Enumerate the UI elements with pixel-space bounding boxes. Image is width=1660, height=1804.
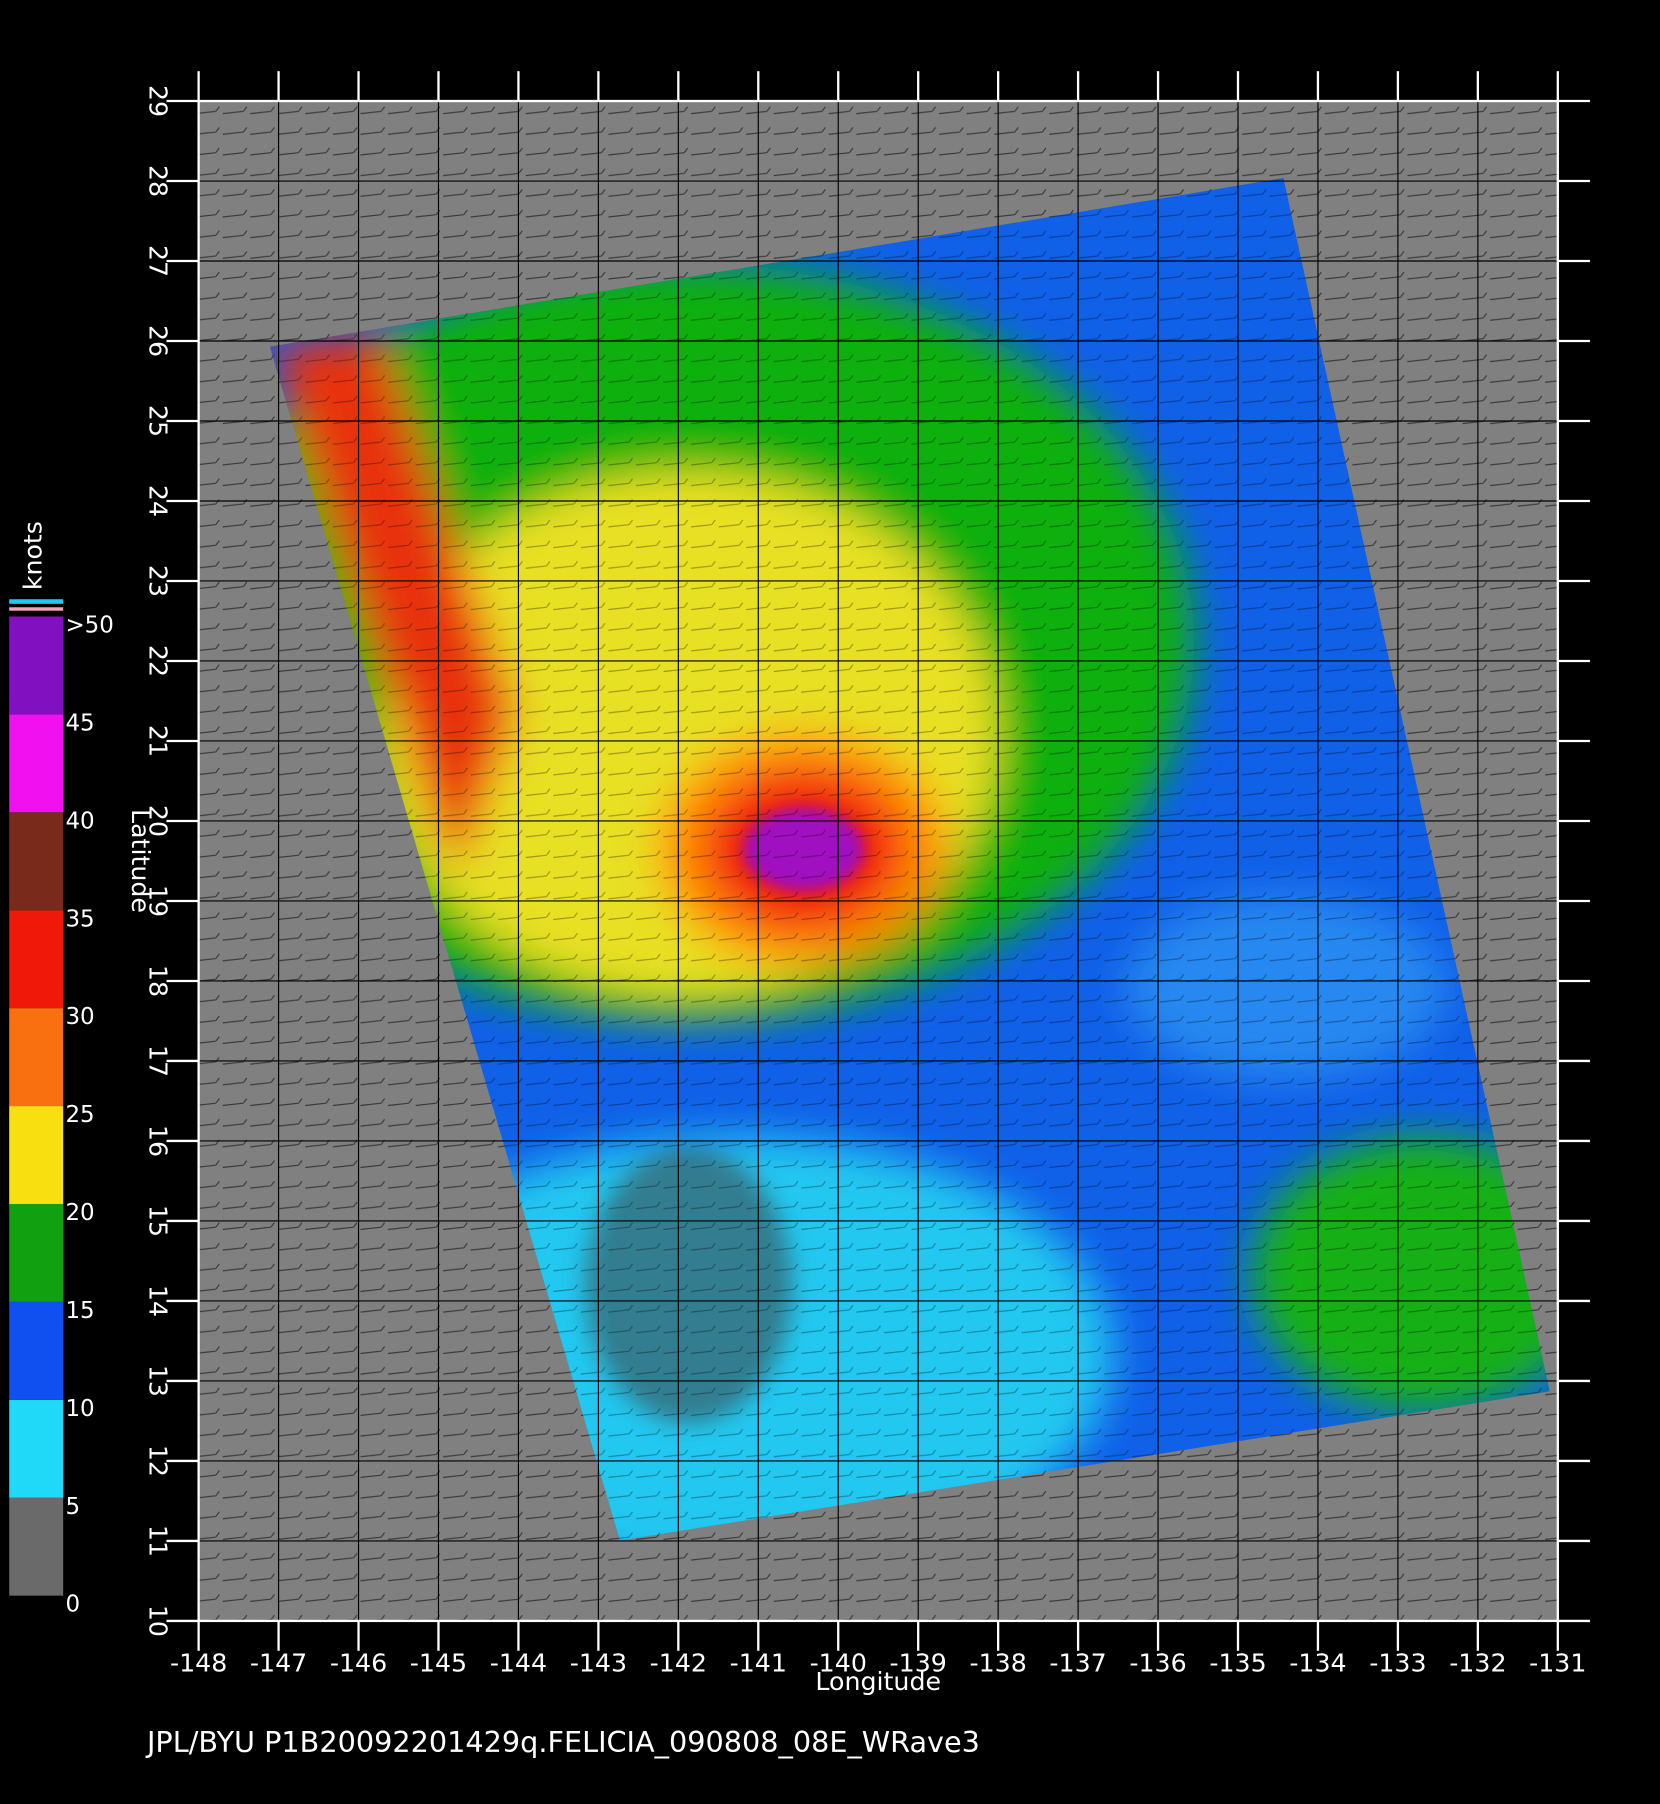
- colorbar-tick-label: 15: [65, 1298, 94, 1324]
- y-tick-label: 27: [143, 245, 172, 277]
- y-tick-label: 21: [143, 725, 172, 757]
- colorbar-stripe: [9, 607, 64, 611]
- x-axis-label: Longitude: [815, 1667, 941, 1696]
- y-tick-label: 26: [143, 325, 172, 357]
- x-tick-label: -132: [1449, 1648, 1506, 1677]
- x-tick-label: -148: [170, 1648, 227, 1677]
- colorbar-tick-label: >50: [65, 613, 113, 639]
- x-tick-label: -135: [1209, 1648, 1266, 1677]
- y-tick-label: 11: [143, 1525, 172, 1557]
- colorbar-segment: [9, 1301, 64, 1400]
- colorbar-segment: [9, 714, 64, 813]
- y-tick-label: 10: [143, 1605, 172, 1637]
- x-tick-label: -145: [410, 1648, 467, 1677]
- colorbar-stripe: [9, 599, 64, 604]
- colorbar-segment: [9, 1008, 64, 1107]
- x-tick-label: -134: [1289, 1648, 1346, 1677]
- colorbar-tick-label: 30: [65, 1004, 94, 1030]
- colorbar-tick-label: 5: [65, 1494, 80, 1520]
- y-tick-label: 18: [143, 965, 172, 997]
- colorbar-tick-label: 40: [65, 808, 94, 834]
- colorbar-segment: [9, 616, 64, 715]
- colorbar-segment: [9, 1497, 64, 1596]
- colorbar-segment: [9, 910, 64, 1009]
- y-tick-label: 25: [143, 405, 172, 437]
- x-tick-label: -138: [969, 1648, 1026, 1677]
- colorbar-segment: [9, 1203, 64, 1302]
- y-tick-label: 13: [143, 1365, 172, 1397]
- colorbar-segment: [9, 812, 64, 911]
- y-axis-label: Latitude: [126, 809, 155, 913]
- x-tick-label: -147: [250, 1648, 307, 1677]
- y-tick-label: 29: [143, 85, 172, 117]
- plot-frame: [197, 99, 1559, 1623]
- x-tick-label: -137: [1049, 1648, 1106, 1677]
- x-tick-label: -139: [890, 1648, 947, 1677]
- colorbar-tick-label: 45: [65, 710, 94, 736]
- colorbar-tick-label: 0: [65, 1592, 80, 1618]
- swath: [269, 177, 1550, 1541]
- y-tick-label: 23: [143, 565, 172, 597]
- footer: JPL/BYU P1B20092201429q.FELICIA_090808_0…: [145, 1725, 980, 1759]
- x-tick-label: -131: [1529, 1648, 1586, 1677]
- y-tick-label: 19: [143, 885, 172, 917]
- axes: -148 -147 -146 -145 -144 -143 -142 -141 -140 -139…: [9, 71, 1590, 1677]
- colorbar-segment: [9, 1106, 64, 1204]
- y-tick-label: 24: [143, 485, 172, 517]
- x-tick-label: -141: [730, 1648, 787, 1677]
- colorbar-tick-label: 25: [65, 1102, 94, 1128]
- colorbar-tick-label: 10: [65, 1396, 94, 1422]
- colorbar-segment: [9, 1399, 64, 1498]
- y-tick-label: 15: [143, 1205, 172, 1237]
- y-tick-label: 12: [143, 1445, 172, 1477]
- x-tick-label: -142: [650, 1648, 707, 1677]
- x-tick-label: -140: [810, 1648, 867, 1677]
- y-tick-label: 14: [143, 1285, 172, 1317]
- x-tick-label: -133: [1369, 1648, 1426, 1677]
- colorbar-tick-label: 35: [65, 906, 94, 932]
- colorbar-tick-label: 20: [65, 1200, 94, 1226]
- x-tick-label: -136: [1129, 1648, 1186, 1677]
- y-tick-label: 16: [143, 1125, 172, 1157]
- colorbar-label: knots: [18, 521, 47, 590]
- y-tick-label: 28: [143, 165, 172, 197]
- x-tick-label: -146: [330, 1648, 387, 1677]
- y-tick-label: 22: [143, 645, 172, 677]
- x-tick-label: -144: [490, 1648, 547, 1677]
- y-tick-label: 17: [143, 1045, 172, 1077]
- y-tick-label: 20: [143, 805, 172, 837]
- x-tick-label: -143: [570, 1648, 627, 1677]
